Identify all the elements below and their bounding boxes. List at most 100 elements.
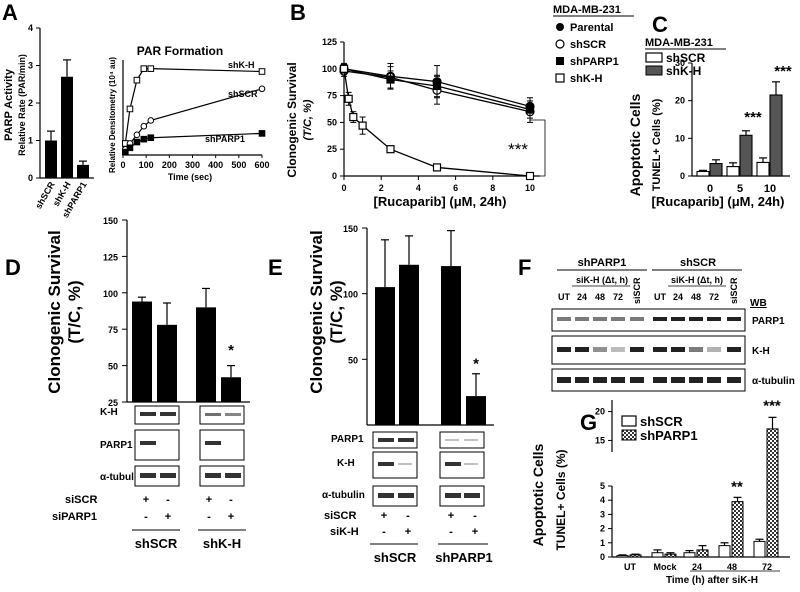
panel-e-group-shscr: shSCR bbox=[374, 550, 417, 565]
panel-a-curve-label-shparp1: shPARP1 bbox=[205, 134, 245, 144]
panel-f-lane-label: 72 bbox=[613, 292, 623, 302]
blot-d-tubulin-shscr bbox=[134, 465, 180, 487]
panel-label-d: D bbox=[5, 255, 21, 280]
panel-b-point-shK-H bbox=[339, 64, 349, 73]
panel-b-chart: Clonogenic Survival (T/C, %) 02550751001… bbox=[285, 37, 546, 209]
panel-g-xtick-label: Mock bbox=[653, 562, 677, 572]
panel-f-lane-label: siSCR bbox=[729, 277, 739, 304]
panel-c-legend: MDA-MB-231 shSCR shK-H bbox=[645, 37, 726, 78]
band-f-kh bbox=[653, 347, 667, 352]
band-f-parp1 bbox=[557, 317, 571, 321]
panel-b-legend-shscr: shSCR bbox=[570, 39, 606, 51]
band-f-kh bbox=[575, 347, 589, 352]
panel-d-ylabel-2: (T/C, %) bbox=[65, 280, 84, 343]
panel-f-blot-label-tubulin: α-tubulin bbox=[752, 376, 795, 387]
panel-c-legend-shkh: shK-H bbox=[666, 64, 701, 78]
panel-e-sign-siscr: - bbox=[473, 510, 477, 522]
panel-d-group-shkh: shK-H bbox=[203, 536, 241, 551]
panel-d-sign-siscr: + bbox=[206, 494, 212, 506]
panel-g-ytick-label: 5 bbox=[600, 481, 605, 491]
panel-a-curve-point-shK-H bbox=[147, 65, 155, 72]
panel-d-ytick-label: 150 bbox=[103, 216, 118, 226]
panel-f-lane-label: UT bbox=[654, 292, 666, 302]
panel-a-curve-point-shPARP1 bbox=[133, 138, 141, 146]
panel-g-ytick-label: 4 bbox=[600, 495, 605, 505]
panel-a-curve-xtick-label: 100 bbox=[139, 160, 154, 170]
panel-g-ytick-label: 1 bbox=[600, 538, 605, 548]
band-f-kh bbox=[671, 347, 685, 352]
panel-b-sig: *** bbox=[508, 140, 528, 159]
panel-d-row-sischr: siSCR bbox=[65, 494, 97, 506]
panel-d-sign-siparp1: + bbox=[165, 511, 171, 523]
band-f-kh bbox=[611, 347, 625, 352]
legend-marker-shparp1 bbox=[556, 57, 564, 65]
panel-e-sign-siscr: + bbox=[448, 510, 454, 522]
panel-e-blots: PARP1 K-H α-tubulin siSCR siK-H + - + - - + - +… bbox=[322, 431, 493, 565]
band-f-parp1 bbox=[611, 317, 625, 321]
panel-f-western-blot: shPARP1 shSCR siK-H (Δt, h) siK-H (Δt, h… bbox=[551, 257, 795, 392]
bar-a-2 bbox=[77, 164, 89, 178]
panel-f-lane-label: UT bbox=[558, 292, 570, 302]
panel-c-ylabel-1: Apoptotic Cells bbox=[627, 93, 643, 196]
bar-a-1 bbox=[61, 76, 73, 178]
panel-c-sig-10: *** bbox=[774, 63, 792, 80]
panel-f-sub-1: siK-H (Δt, h) bbox=[576, 275, 628, 285]
panel-a-curve-label-shkh: shK-H bbox=[228, 60, 255, 70]
panel-f-blot-label-parp1: PARP1 bbox=[752, 316, 785, 327]
panel-e-sign-sikh: - bbox=[449, 526, 453, 538]
bar-e-0 bbox=[375, 287, 395, 425]
panel-a-curve-point-shPARP1 bbox=[258, 130, 266, 137]
panel-b-xtick-label: 2 bbox=[379, 183, 384, 193]
panel-b-ytick-label: 0 bbox=[332, 171, 337, 181]
panel-e-sign-sikh: + bbox=[472, 526, 478, 538]
panel-b-legend: MDA-MB-231 Parental shSCR shPARP1 shK-H bbox=[553, 4, 634, 85]
panel-g-legend-shscr: shSCR bbox=[640, 414, 683, 429]
band-f-tubulin bbox=[630, 377, 644, 383]
panel-a-ytick-label: 1 bbox=[28, 136, 33, 146]
panel-label-g: G bbox=[580, 410, 597, 435]
panel-c-xlabel: [Rucaparib] (μM, 24h) bbox=[652, 194, 785, 209]
panel-a-ytick-label: 0 bbox=[28, 173, 33, 183]
panel-b-line-Parental bbox=[343, 68, 531, 107]
panel-e-row-sikh: siK-H bbox=[330, 526, 359, 538]
panel-f-group-shscr: shSCR bbox=[680, 257, 716, 269]
panel-e-group-shparp1: shPARP1 bbox=[435, 550, 493, 565]
band-f-tubulin bbox=[575, 377, 589, 383]
panel-a-curve-point-shK-H bbox=[126, 105, 134, 113]
band-f-tubulin bbox=[653, 377, 667, 383]
band-f-tubulin bbox=[671, 377, 685, 383]
panel-g-ytick-label: 15 bbox=[595, 435, 605, 445]
panel-label-e: E bbox=[268, 255, 283, 280]
bar-g-shscr-2 bbox=[683, 552, 696, 558]
panel-g-chart: Apoptotic Cells TUNEL+ Cells (%) 0 1 2 3 4 5 1… bbox=[530, 397, 790, 586]
panel-d-group-shscr: shSCR bbox=[135, 536, 178, 551]
panel-b-xtick-label: 0 bbox=[341, 183, 346, 193]
panel-c-ytick-label: 0 bbox=[680, 171, 685, 181]
legend-marker-parental bbox=[556, 23, 564, 31]
band-f-tubulin bbox=[727, 377, 741, 383]
panel-b-point-shPARP1 bbox=[432, 81, 442, 91]
bar-a-0 bbox=[45, 140, 57, 178]
bar-c-shK-H-2 bbox=[769, 94, 783, 177]
bar-c-shSCR-2 bbox=[756, 161, 770, 177]
panel-a-curve-point-shSCR bbox=[258, 85, 266, 93]
bar-g-shparp1-1 bbox=[664, 553, 677, 558]
panel-f-lane-label: 48 bbox=[595, 292, 605, 302]
band-f-parp1 bbox=[707, 317, 721, 321]
bar-g-shscr-3 bbox=[718, 545, 731, 558]
panel-e-ytick-label: 50 bbox=[348, 355, 358, 365]
bar-g-shscr-4 bbox=[753, 540, 766, 558]
bar-g-shparp1-3 bbox=[731, 501, 744, 558]
panel-d-blot-label-kh: K-H bbox=[100, 407, 118, 418]
legend-marker-shkh bbox=[555, 73, 565, 83]
panel-d-ytick-label: 25 bbox=[108, 398, 118, 408]
panel-e-sign-siscr: + bbox=[381, 510, 387, 522]
panel-b-xtick-label: 6 bbox=[453, 183, 458, 193]
band-f-kh bbox=[727, 347, 741, 352]
panel-b-point-shK-H bbox=[525, 171, 535, 181]
panel-b-ytick-label: 100 bbox=[322, 64, 337, 74]
panel-e-ytick-label: 150 bbox=[343, 224, 358, 234]
panel-e-row-siscr: siSCR bbox=[324, 510, 356, 522]
panel-label-a: A bbox=[2, 0, 18, 25]
panel-b-sig-bracket bbox=[530, 119, 546, 177]
